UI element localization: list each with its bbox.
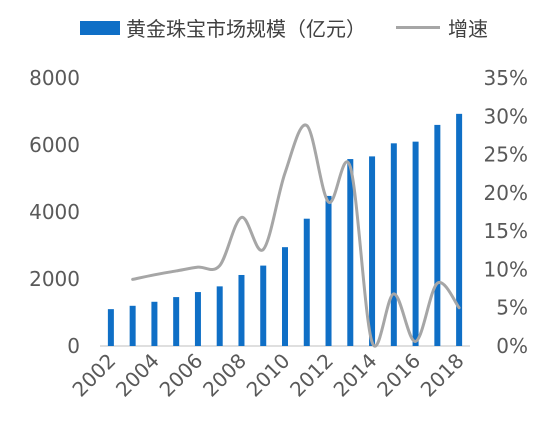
legend: 黄金珠宝市场规模（亿元） 增速: [0, 13, 550, 43]
legend-swatch-bar: [80, 20, 120, 35]
bar-2017: [434, 124, 441, 347]
y-right-tick-label: 10%: [484, 257, 528, 281]
y-right-tick-label: 20%: [484, 181, 528, 205]
y-left-tick-label: 2000: [29, 267, 80, 291]
legend-item-market-size: 黄金珠宝市场规模（亿元）: [80, 13, 366, 42]
bar-2008: [238, 274, 245, 346]
x-tick-label: 2008: [198, 349, 251, 402]
bar-2005: [173, 297, 180, 346]
x-tick-label: 2012: [285, 349, 338, 402]
legend-label-growth: 增速: [448, 17, 488, 41]
x-tick-label: 2018: [416, 349, 469, 402]
y-right-tick-label: 15%: [484, 219, 528, 243]
bar-2015: [390, 143, 397, 346]
growth-line: [131, 123, 461, 348]
y-left-tick-label: 4000: [29, 200, 80, 224]
bar-2003: [129, 305, 136, 346]
y-right-tick-label: 30%: [484, 104, 528, 128]
y-right-tick-label: 0%: [496, 334, 528, 358]
bar-2013: [347, 159, 354, 346]
bar-2012: [325, 195, 332, 346]
legend-swatch-line: [396, 26, 440, 29]
bar-2004: [151, 301, 158, 346]
legend-label-market-size: 黄金珠宝市场规模（亿元）: [126, 17, 366, 41]
x-tick-label: 2014: [329, 349, 382, 402]
bar-2018: [456, 113, 463, 346]
bar-2007: [216, 286, 223, 346]
legend-item-growth: 增速: [396, 13, 488, 42]
bar-2006: [194, 292, 201, 346]
x-tick-label: 2010: [242, 349, 295, 402]
y-left-tick-label: 6000: [29, 133, 80, 157]
x-tick-label: 2006: [155, 349, 208, 402]
bar-2011: [303, 218, 310, 346]
bar-2014: [369, 156, 376, 346]
y-left-tick-label: 8000: [29, 66, 80, 90]
bar-2009: [260, 265, 267, 346]
y-right-tick-label: 5%: [496, 296, 528, 320]
bar-2002: [107, 309, 114, 346]
x-tick-label: 2016: [372, 349, 425, 402]
bar-2016: [412, 141, 419, 346]
x-tick-label: 2004: [111, 349, 164, 402]
bar-2010: [282, 247, 288, 346]
y-right-tick-label: 35%: [484, 66, 528, 90]
y-left-tick-label: 0: [67, 334, 80, 358]
y-right-tick-label: 25%: [484, 143, 528, 167]
